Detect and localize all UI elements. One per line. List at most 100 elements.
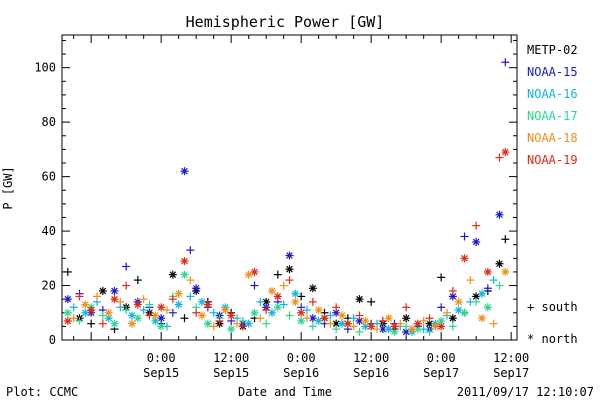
y-tick-label: 60	[42, 170, 56, 184]
marker-legend-south: + south	[527, 300, 578, 314]
data-point	[297, 316, 306, 325]
legend-entry: NOAA-15	[527, 65, 578, 79]
data-point	[437, 273, 446, 282]
data-point	[244, 270, 253, 279]
data-point	[437, 322, 446, 331]
x-tick-label-date: Sep17	[493, 366, 529, 380]
data-point	[279, 281, 288, 290]
data-point	[75, 292, 84, 301]
data-point	[256, 297, 265, 306]
data-point	[332, 325, 341, 334]
data-point	[180, 257, 189, 266]
legend-entry: NOAA-19	[527, 153, 578, 167]
legend-entry: METP-02	[527, 43, 578, 57]
data-point	[87, 306, 96, 315]
legend-entry: NOAA-17	[527, 109, 578, 123]
data-point	[355, 311, 364, 320]
data-point	[285, 311, 294, 320]
data-point	[314, 306, 323, 315]
y-axis-ticks: 0 20 40 60 80 100	[34, 39, 517, 347]
data-point	[273, 292, 282, 301]
data-point	[448, 322, 457, 331]
data-point	[98, 311, 107, 320]
data-point	[396, 319, 405, 328]
data-point	[425, 314, 434, 323]
data-point	[384, 314, 393, 323]
data-point	[238, 322, 247, 331]
data-point	[460, 232, 469, 241]
data-point	[128, 311, 136, 320]
data-point	[122, 262, 131, 271]
data-point	[349, 314, 358, 323]
x-tick-label-time: 12:00	[493, 351, 529, 365]
data-point	[367, 322, 376, 331]
data-point	[402, 314, 411, 323]
data-point	[273, 270, 282, 279]
chart-title: Hemispheric Power [GW]	[186, 13, 385, 31]
data-point	[63, 295, 72, 304]
data-point	[262, 319, 271, 328]
data-point	[472, 237, 481, 246]
x-tick-label-time: 0:00	[147, 351, 176, 365]
data-point	[133, 314, 142, 323]
data-point	[443, 308, 451, 317]
data-points	[63, 58, 510, 336]
data-point	[180, 167, 189, 176]
data-point	[343, 319, 352, 328]
data-point	[168, 270, 177, 279]
footer-timestamp: 2011/09/17 12:10:07	[457, 385, 594, 399]
data-point	[425, 327, 434, 336]
data-point	[139, 295, 148, 304]
data-point	[268, 286, 276, 295]
data-point	[390, 322, 399, 331]
data-point	[308, 284, 317, 293]
data-point	[227, 311, 236, 320]
data-point	[419, 316, 428, 325]
x-tick-label-date: Sep15	[143, 366, 179, 380]
data-point	[145, 300, 154, 309]
data-point	[174, 300, 183, 309]
data-point	[157, 322, 166, 331]
data-point	[180, 270, 189, 279]
data-point	[285, 251, 294, 260]
data-point	[483, 284, 492, 293]
data-point	[454, 297, 463, 306]
data-point	[209, 322, 218, 331]
data-point	[209, 308, 218, 317]
data-point	[489, 276, 498, 285]
data-point	[69, 314, 78, 323]
data-point	[145, 311, 154, 320]
legend-entry: NOAA-18	[527, 131, 578, 145]
y-tick-label: 0	[49, 333, 56, 347]
data-point	[437, 303, 446, 312]
data-point	[332, 308, 341, 317]
data-point	[139, 306, 148, 315]
data-point	[279, 300, 288, 309]
data-point	[110, 295, 119, 304]
data-point	[367, 297, 376, 306]
data-point	[63, 267, 72, 276]
data-point	[460, 254, 469, 263]
data-point	[314, 316, 323, 325]
data-point	[268, 308, 276, 317]
data-point	[116, 297, 125, 306]
data-point	[192, 284, 201, 293]
data-point	[203, 319, 212, 328]
data-point	[192, 308, 201, 317]
data-point	[355, 327, 364, 336]
x-tick-label-date: Sep15	[213, 366, 249, 380]
data-point	[133, 276, 142, 285]
data-point	[408, 325, 416, 334]
data-point	[168, 308, 177, 317]
data-point	[308, 322, 317, 331]
data-point	[501, 148, 510, 157]
data-point	[215, 316, 224, 325]
data-point	[402, 322, 411, 331]
data-point	[133, 300, 142, 309]
data-point	[285, 276, 294, 285]
data-point	[98, 319, 107, 328]
data-point	[454, 306, 463, 315]
y-tick-label: 100	[34, 61, 56, 75]
data-point	[355, 295, 364, 304]
